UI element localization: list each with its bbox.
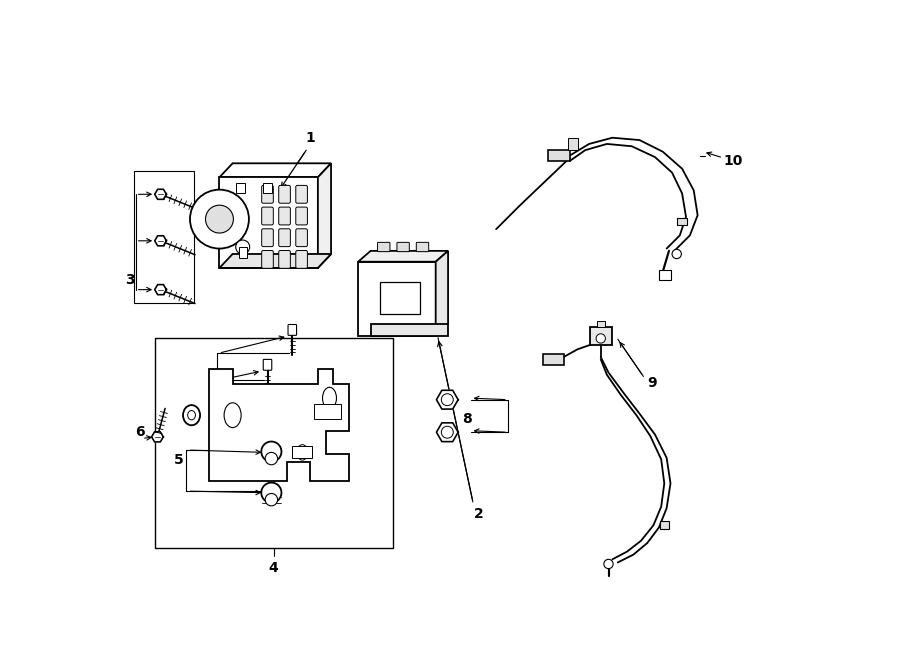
Ellipse shape	[322, 387, 337, 409]
FancyBboxPatch shape	[296, 229, 308, 247]
FancyBboxPatch shape	[296, 251, 308, 268]
Text: 2: 2	[473, 506, 483, 521]
Circle shape	[236, 240, 249, 254]
Polygon shape	[155, 236, 166, 246]
Polygon shape	[358, 262, 436, 336]
Polygon shape	[220, 163, 331, 177]
FancyBboxPatch shape	[296, 207, 308, 225]
FancyBboxPatch shape	[288, 325, 297, 335]
Circle shape	[441, 426, 454, 438]
FancyBboxPatch shape	[279, 185, 291, 203]
Circle shape	[261, 442, 282, 461]
Polygon shape	[318, 163, 331, 268]
Polygon shape	[155, 338, 393, 549]
Text: 9: 9	[647, 375, 657, 389]
Polygon shape	[597, 321, 605, 327]
FancyBboxPatch shape	[279, 207, 291, 225]
Circle shape	[441, 394, 454, 406]
Ellipse shape	[224, 403, 241, 428]
Circle shape	[672, 249, 681, 258]
FancyBboxPatch shape	[263, 360, 272, 370]
Polygon shape	[380, 282, 420, 315]
Polygon shape	[548, 150, 570, 161]
Circle shape	[190, 190, 249, 249]
FancyBboxPatch shape	[279, 229, 291, 247]
Polygon shape	[263, 184, 272, 193]
Polygon shape	[436, 251, 448, 336]
Polygon shape	[314, 404, 341, 419]
Circle shape	[266, 494, 277, 506]
Polygon shape	[358, 251, 448, 262]
Polygon shape	[568, 137, 578, 150]
Text: 6: 6	[135, 425, 144, 439]
FancyBboxPatch shape	[296, 185, 308, 203]
Polygon shape	[543, 354, 564, 365]
FancyBboxPatch shape	[378, 243, 390, 252]
Text: 10: 10	[724, 154, 742, 168]
Polygon shape	[436, 390, 458, 409]
FancyBboxPatch shape	[262, 251, 274, 268]
Polygon shape	[210, 369, 349, 481]
Polygon shape	[134, 171, 194, 303]
FancyBboxPatch shape	[262, 207, 274, 225]
Polygon shape	[151, 432, 163, 442]
FancyBboxPatch shape	[279, 251, 291, 268]
Polygon shape	[590, 327, 612, 346]
Ellipse shape	[297, 445, 308, 460]
Polygon shape	[371, 324, 448, 336]
Circle shape	[266, 452, 277, 465]
Circle shape	[604, 559, 613, 568]
Polygon shape	[236, 184, 245, 193]
Ellipse shape	[183, 405, 200, 425]
Circle shape	[205, 205, 233, 233]
Text: 1: 1	[305, 132, 315, 145]
Polygon shape	[292, 446, 312, 458]
Polygon shape	[238, 247, 247, 258]
FancyBboxPatch shape	[397, 243, 410, 252]
Text: 4: 4	[269, 561, 279, 575]
Polygon shape	[678, 217, 687, 225]
Polygon shape	[659, 270, 670, 280]
Polygon shape	[155, 189, 166, 200]
Text: 3: 3	[125, 272, 134, 287]
Circle shape	[261, 483, 282, 503]
Polygon shape	[436, 423, 458, 442]
Text: 8: 8	[463, 412, 473, 426]
FancyBboxPatch shape	[262, 229, 274, 247]
FancyBboxPatch shape	[417, 243, 428, 252]
FancyBboxPatch shape	[262, 185, 274, 203]
Circle shape	[596, 334, 606, 343]
Polygon shape	[220, 254, 331, 268]
Polygon shape	[660, 522, 669, 529]
Ellipse shape	[188, 410, 195, 420]
Text: 5: 5	[174, 453, 184, 467]
Polygon shape	[155, 285, 166, 295]
Text: 7: 7	[209, 383, 218, 397]
Polygon shape	[220, 177, 318, 268]
